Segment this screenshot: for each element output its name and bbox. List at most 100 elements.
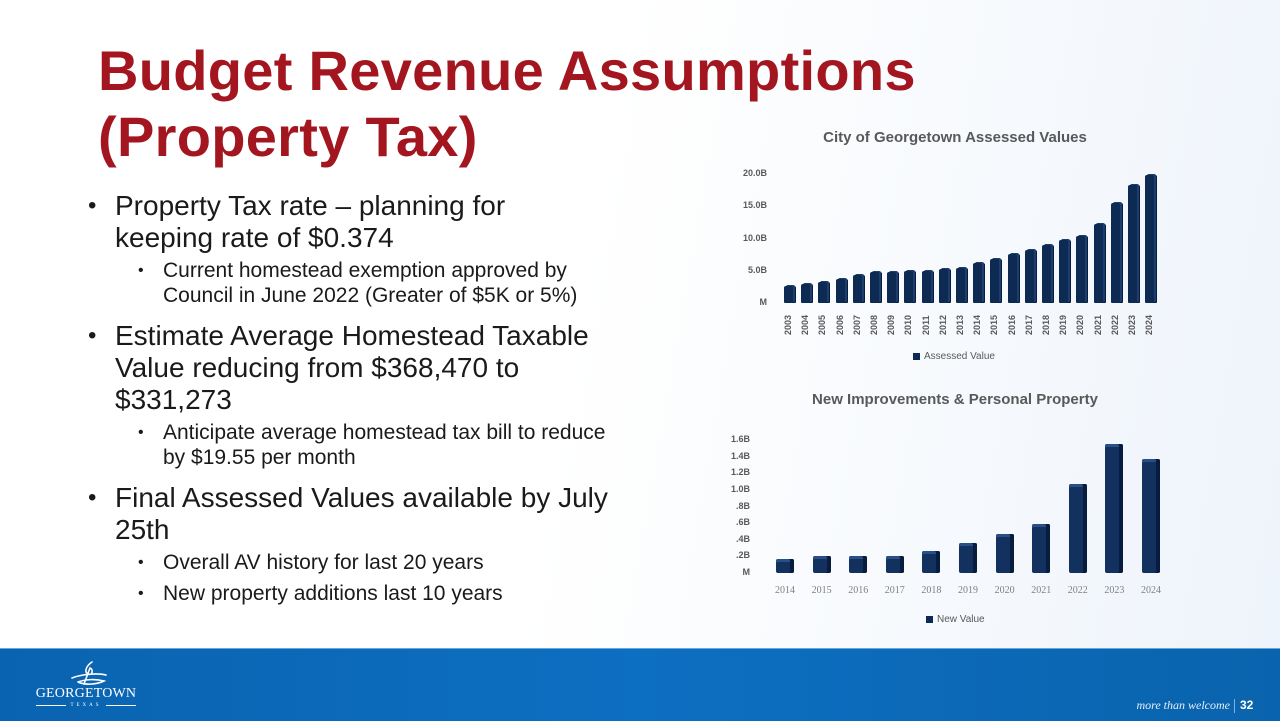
bar-2019 — [959, 543, 977, 573]
y-tick-label: 1.4B — [730, 450, 750, 461]
bullet-list: Property Tax rate – planning for keeping… — [88, 190, 608, 612]
x-tick-label: 2023 — [1127, 314, 1137, 335]
bar-2023 — [1105, 444, 1124, 573]
bullet-3: Final Assessed Values available by July … — [88, 482, 608, 546]
x-tick-label: 2012 — [937, 314, 948, 335]
sub-bullet-3-2: New property additions last 10 years — [88, 581, 608, 606]
g-signature-icon — [71, 661, 107, 685]
y-tick-label: 5.0B — [747, 264, 767, 275]
x-tick-label: 2009 — [886, 314, 897, 335]
x-tick-label: 2024 — [1144, 314, 1155, 335]
x-tick-label: 2022 — [1109, 314, 1120, 335]
x-tick-label: 2005 — [817, 314, 828, 335]
x-tick-label: 2014 — [775, 585, 795, 596]
legend-swatch — [926, 615, 933, 623]
bar-2004 — [801, 284, 811, 303]
bullet-1: Property Tax rate – planning for keeping… — [88, 190, 608, 254]
x-tick-label: 2019 — [958, 585, 978, 596]
x-tick-label: 2010 — [903, 314, 914, 335]
legend-label: New Value — [937, 614, 985, 625]
y-tick-label: M — [742, 567, 751, 577]
bar-2020 — [995, 533, 1014, 573]
bar-2010 — [904, 271, 914, 303]
bar-2006 — [835, 279, 845, 303]
legend-label: Assessed Value — [924, 351, 995, 362]
y-tick-label: 1.6B — [730, 434, 750, 444]
x-tick-label: 2015 — [811, 585, 832, 596]
bar-2016 — [1007, 253, 1017, 303]
slide-title: Budget Revenue Assumptions (Property Tax… — [98, 38, 1078, 170]
x-tick-label: 2004 — [800, 314, 811, 335]
sub-bullet-1-1: Current homestead exemption approved by … — [88, 258, 608, 308]
x-tick-label: 2024 — [1141, 585, 1161, 596]
tagline: more than welcome — [1136, 698, 1230, 712]
x-tick-label: 2017 — [884, 585, 905, 596]
x-tick-label: 2003 — [783, 314, 793, 335]
bar-2024 — [1142, 459, 1160, 573]
bar-2023 — [1128, 184, 1137, 303]
bar-2024 — [1145, 175, 1155, 303]
x-tick-label: 2021 — [1031, 585, 1052, 596]
bar-2017 — [1024, 250, 1034, 303]
y-tick-label: M — [759, 297, 768, 307]
y-tick-label: 15.0B — [742, 200, 767, 211]
title-line-1: Budget Revenue Assumptions — [98, 39, 916, 102]
page-separator — [1234, 699, 1235, 713]
bar-2013 — [956, 268, 965, 303]
bullet-2: Estimate Average Homestead Taxable Value… — [88, 320, 608, 416]
y-tick-label: .4B — [735, 533, 750, 544]
x-tick-label: 2018 — [921, 585, 942, 596]
bar-2009 — [887, 272, 897, 303]
x-tick-label: 2008 — [869, 314, 879, 335]
x-tick-label: 2017 — [1023, 314, 1034, 335]
chart-legend: Assessed Value — [913, 351, 995, 362]
bar-2015 — [990, 259, 1000, 303]
assessed-values-chart: City of Georgetown Assessed Values M 5.0B… — [720, 120, 1180, 370]
x-tick-label: 2006 — [834, 314, 845, 335]
x-tick-label: 2018 — [1041, 314, 1051, 335]
bar-2014 — [973, 263, 983, 303]
x-tick-label: 2019 — [1058, 314, 1069, 335]
bar-2021 — [1032, 523, 1051, 573]
page-number: 32 — [1240, 698, 1254, 712]
x-tick-label: 2014 — [972, 314, 983, 335]
bar-2015 — [812, 555, 831, 573]
x-tick-label: 2023 — [1104, 585, 1125, 596]
y-tick-label: .6B — [735, 517, 750, 528]
bar-2016 — [849, 555, 868, 573]
new-improvements-chart: New Improvements & Personal Property M .2… — [720, 380, 1180, 630]
chart-title: New Improvements & Personal Property — [812, 391, 1098, 408]
bar-2007 — [852, 275, 862, 303]
y-tick-label: 1.2B — [730, 467, 750, 478]
x-tick-label: 2020 — [1075, 314, 1086, 335]
x-tick-label: 2011 — [920, 315, 931, 335]
y-tick-label: .2B — [735, 550, 750, 561]
bar-2021 — [1093, 224, 1103, 303]
bar-2014 — [776, 558, 794, 573]
bar-2018 — [1042, 244, 1051, 303]
bar-2022 — [1110, 203, 1120, 303]
bar-2012 — [938, 269, 948, 303]
bar-2008 — [870, 272, 879, 303]
x-tick-label: 2013 — [955, 314, 965, 335]
legend-swatch — [913, 352, 920, 360]
bar-2003 — [784, 286, 793, 303]
x-tick-label: 2020 — [994, 585, 1015, 596]
y-tick-label: 1.0B — [730, 483, 750, 494]
bar-2011 — [921, 270, 931, 303]
georgetown-logo: GEORGETOWN TEXAS — [34, 660, 138, 712]
sub-bullet-3-1: Overall AV history for last 20 years — [88, 550, 608, 575]
bar-2020 — [1076, 235, 1086, 303]
x-tick-label: 2022 — [1067, 585, 1088, 596]
chart-legend: New Value — [926, 614, 985, 625]
sub-bullet-2-1: Anticipate average homestead tax bill to… — [88, 420, 608, 470]
y-tick-label: .8B — [735, 500, 750, 511]
x-tick-label: 2007 — [851, 314, 862, 335]
footer-band — [0, 648, 1280, 721]
x-tick-label: 2016 — [1006, 314, 1017, 335]
x-tick-label: 2021 — [1092, 314, 1103, 335]
bar-2019 — [1059, 239, 1069, 303]
bar-2018 — [922, 550, 941, 573]
logo-subtext: TEXAS — [70, 703, 102, 708]
y-tick-label: 10.0B — [742, 232, 767, 243]
